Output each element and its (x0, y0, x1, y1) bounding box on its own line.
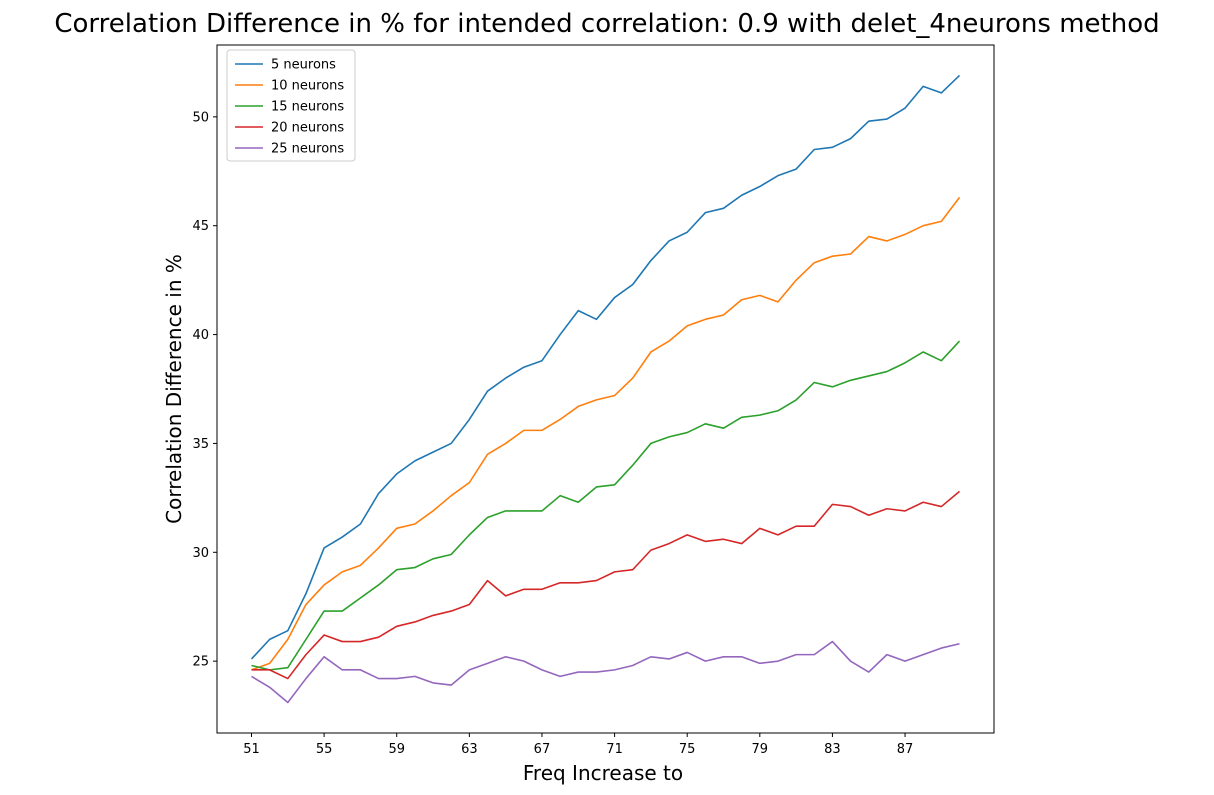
y-tick-label: 25 (192, 655, 209, 670)
series-line-3 (251, 340, 961, 671)
chart-title: Correlation Difference in % for intended… (54, 9, 1159, 39)
legend-box (226, 49, 356, 162)
x-tick-label: 67 (534, 742, 551, 757)
x-tick-label: 79 (752, 742, 769, 757)
series-line-4 (251, 490, 961, 680)
x-axis-label: Freq Increase to (523, 761, 683, 785)
legend-label: 25 neurons (271, 142, 344, 157)
y-tick-label: 40 (192, 328, 209, 343)
y-tick-label: 45 (192, 219, 209, 234)
y-tick-label: 30 (192, 546, 209, 561)
x-tick-label: 59 (388, 742, 405, 757)
legend-label: 10 neurons (271, 79, 344, 94)
x-tick-label: 87 (897, 742, 914, 757)
x-tick-label: 63 (461, 742, 478, 757)
x-tick-label: 75 (679, 742, 696, 757)
y-tick-label: 35 (192, 437, 209, 452)
legend: 5 neurons 10 neurons 15 neurons 20 neurons 2… (226, 49, 356, 162)
series-layer (250, 74, 961, 704)
x-tick-label: 71 (606, 742, 623, 757)
series-line-2 (251, 196, 961, 671)
x-axis: 51 55 59 63 67 71 75 79 83 87 (243, 733, 913, 757)
y-axis-label: Correlation Difference in % (162, 254, 186, 524)
legend-label: 5 neurons (271, 58, 336, 73)
x-tick-label: 51 (243, 742, 260, 757)
series-line-5 (251, 640, 960, 704)
x-tick-label: 55 (316, 742, 333, 757)
series-line-1 (250, 74, 961, 660)
legend-label: 20 neurons (271, 121, 344, 136)
legend-label: 15 neurons (271, 100, 344, 115)
y-tick-label: 50 (192, 110, 209, 125)
x-tick-label: 83 (824, 742, 841, 757)
y-axis: 25 30 35 40 45 50 (192, 110, 217, 670)
